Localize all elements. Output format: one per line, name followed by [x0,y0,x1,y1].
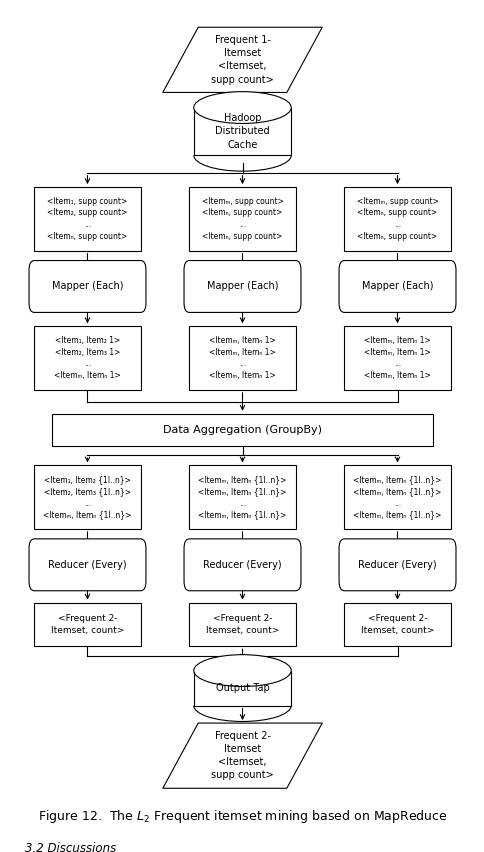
Polygon shape [163,723,321,788]
FancyBboxPatch shape [344,187,450,250]
Text: <Itemₘ, supp count>
<Itemₙ, supp count>
...
<Itemₙ, supp count>: <Itemₘ, supp count> <Itemₙ, supp count> … [356,197,438,241]
Text: Figure 12.  The $L_2$ Frequent itemset mining based on MapReduce: Figure 12. The $L_2$ Frequent itemset mi… [38,809,446,825]
Text: <Item₁, Item₂ {1l..n}>
<Item₂, Item₃ {1l..n}>
...
<Itemₘ, Itemₙ {1l..n}>: <Item₁, Item₂ {1l..n}> <Item₂, Item₃ {1l… [43,475,131,520]
Text: <Itemₘ, Itemₙ {1l..n}>
<Itemₘ, Itemₙ {1l..n}>
...
<Itemₘ, Itemₙ {1l..n}>: <Itemₘ, Itemₙ {1l..n}> <Itemₘ, Itemₙ {1l… [353,475,441,520]
Text: Reducer (Every): Reducer (Every) [358,560,436,570]
FancyBboxPatch shape [189,187,295,250]
FancyBboxPatch shape [189,326,295,390]
Text: Mapper (Each): Mapper (Each) [361,281,432,291]
FancyBboxPatch shape [338,538,455,590]
Text: <Item₁, Item₂ 1>
<Item₂, Item₃ 1>
...
<Itemₘ, Itemₙ 1>: <Item₁, Item₂ 1> <Item₂, Item₃ 1> ... <I… [54,336,121,380]
FancyBboxPatch shape [29,538,146,590]
FancyBboxPatch shape [344,465,450,529]
Text: Data Aggregation (GroupBy): Data Aggregation (GroupBy) [163,424,321,435]
Bar [194,671,290,705]
Text: Mapper (Each): Mapper (Each) [206,281,278,291]
FancyBboxPatch shape [344,326,450,390]
Text: <Frequent 2-
Itemset, count>: <Frequent 2- Itemset, count> [205,614,279,635]
FancyBboxPatch shape [183,538,301,590]
Text: Reducer (Every): Reducer (Every) [48,560,126,570]
Text: <Itemₘ, Itemₙ {1l..n}>
<Itemₘ, Itemₙ {1l..n}>
...
<Itemₘ, Itemₙ {1l..n}>: <Itemₘ, Itemₙ {1l..n}> <Itemₘ, Itemₙ {1l… [198,475,286,520]
Text: Frequent 2-
Itemset
<Itemset,
supp count>: Frequent 2- Itemset <Itemset, supp count… [211,731,273,780]
FancyBboxPatch shape [29,261,146,313]
FancyBboxPatch shape [189,465,295,529]
Text: Mapper (Each): Mapper (Each) [52,281,123,291]
Text: Reducer (Every): Reducer (Every) [203,560,281,570]
Ellipse shape [194,654,290,687]
FancyBboxPatch shape [34,465,140,529]
Text: <Itemₘ, Itemₙ 1>
<Itemₘ, Itemₙ 1>
...
<Itemₘ, Itemₙ 1>: <Itemₘ, Itemₙ 1> <Itemₘ, Itemₙ 1> ... <I… [209,336,275,380]
Text: <Itemₘ, supp count>
<Itemₙ, supp count>
...
<Itemₙ, supp count>: <Itemₘ, supp count> <Itemₙ, supp count> … [201,197,283,241]
Text: <Frequent 2-
Itemset, count>: <Frequent 2- Itemset, count> [51,614,124,635]
Text: Frequent 1-
Itemset
<Itemset,
supp count>: Frequent 1- Itemset <Itemset, supp count… [211,35,273,84]
Text: 3.2 Discussions: 3.2 Discussions [26,843,117,852]
Ellipse shape [194,92,290,124]
FancyBboxPatch shape [34,602,140,647]
FancyBboxPatch shape [183,261,301,313]
Bar [194,107,290,155]
Text: <Item₁, supp count>
<Item₂, supp count>
...
<Itemₙ, supp count>: <Item₁, supp count> <Item₂, supp count> … [47,197,127,241]
FancyBboxPatch shape [52,414,432,446]
FancyBboxPatch shape [189,602,295,647]
FancyBboxPatch shape [338,261,455,313]
FancyBboxPatch shape [34,326,140,390]
Text: <Frequent 2-
Itemset, count>: <Frequent 2- Itemset, count> [360,614,433,635]
Polygon shape [163,27,321,92]
Text: Output Tap: Output Tap [215,683,269,693]
Text: <Itemₘ, Itemₙ 1>
<Itemₘ, Itemₙ 1>
...
<Itemₘ, Itemₙ 1>: <Itemₘ, Itemₙ 1> <Itemₘ, Itemₙ 1> ... <I… [363,336,430,380]
FancyBboxPatch shape [34,187,140,250]
Text: Hadoop
Distributed
Cache: Hadoop Distributed Cache [215,113,269,150]
FancyBboxPatch shape [344,602,450,647]
